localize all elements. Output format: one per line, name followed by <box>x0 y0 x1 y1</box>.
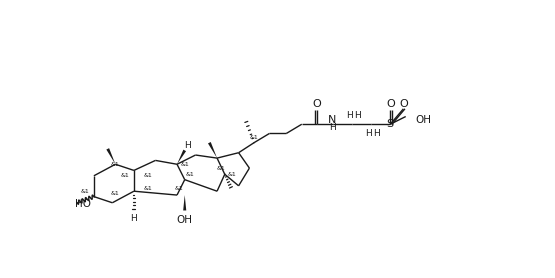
Text: N: N <box>329 115 337 125</box>
Text: H: H <box>373 129 380 138</box>
Text: &1: &1 <box>80 189 89 194</box>
Text: &1: &1 <box>186 172 194 177</box>
Text: &1: &1 <box>216 166 225 171</box>
Polygon shape <box>183 195 186 210</box>
Text: O: O <box>313 99 321 109</box>
Text: &1: &1 <box>111 162 120 167</box>
Text: &1: &1 <box>120 173 129 178</box>
Text: OH: OH <box>176 215 193 225</box>
Text: H: H <box>184 140 191 150</box>
Text: H: H <box>346 111 353 120</box>
Text: HO: HO <box>74 199 90 209</box>
Text: &1: &1 <box>250 135 259 140</box>
Text: S: S <box>387 119 394 129</box>
Text: H: H <box>329 123 336 132</box>
Text: &1: &1 <box>143 173 152 178</box>
Text: &1: &1 <box>174 187 183 191</box>
Polygon shape <box>177 150 186 164</box>
Text: O: O <box>386 99 395 109</box>
Text: &1: &1 <box>143 187 152 191</box>
Text: &1: &1 <box>180 162 189 167</box>
Text: H: H <box>365 129 372 138</box>
Text: H: H <box>354 111 361 120</box>
Text: OH: OH <box>416 115 432 125</box>
Polygon shape <box>208 142 217 158</box>
Text: O: O <box>399 99 408 109</box>
Text: &1: &1 <box>111 191 120 196</box>
Text: H: H <box>130 214 137 223</box>
Polygon shape <box>107 148 115 164</box>
Text: &1: &1 <box>228 172 237 177</box>
